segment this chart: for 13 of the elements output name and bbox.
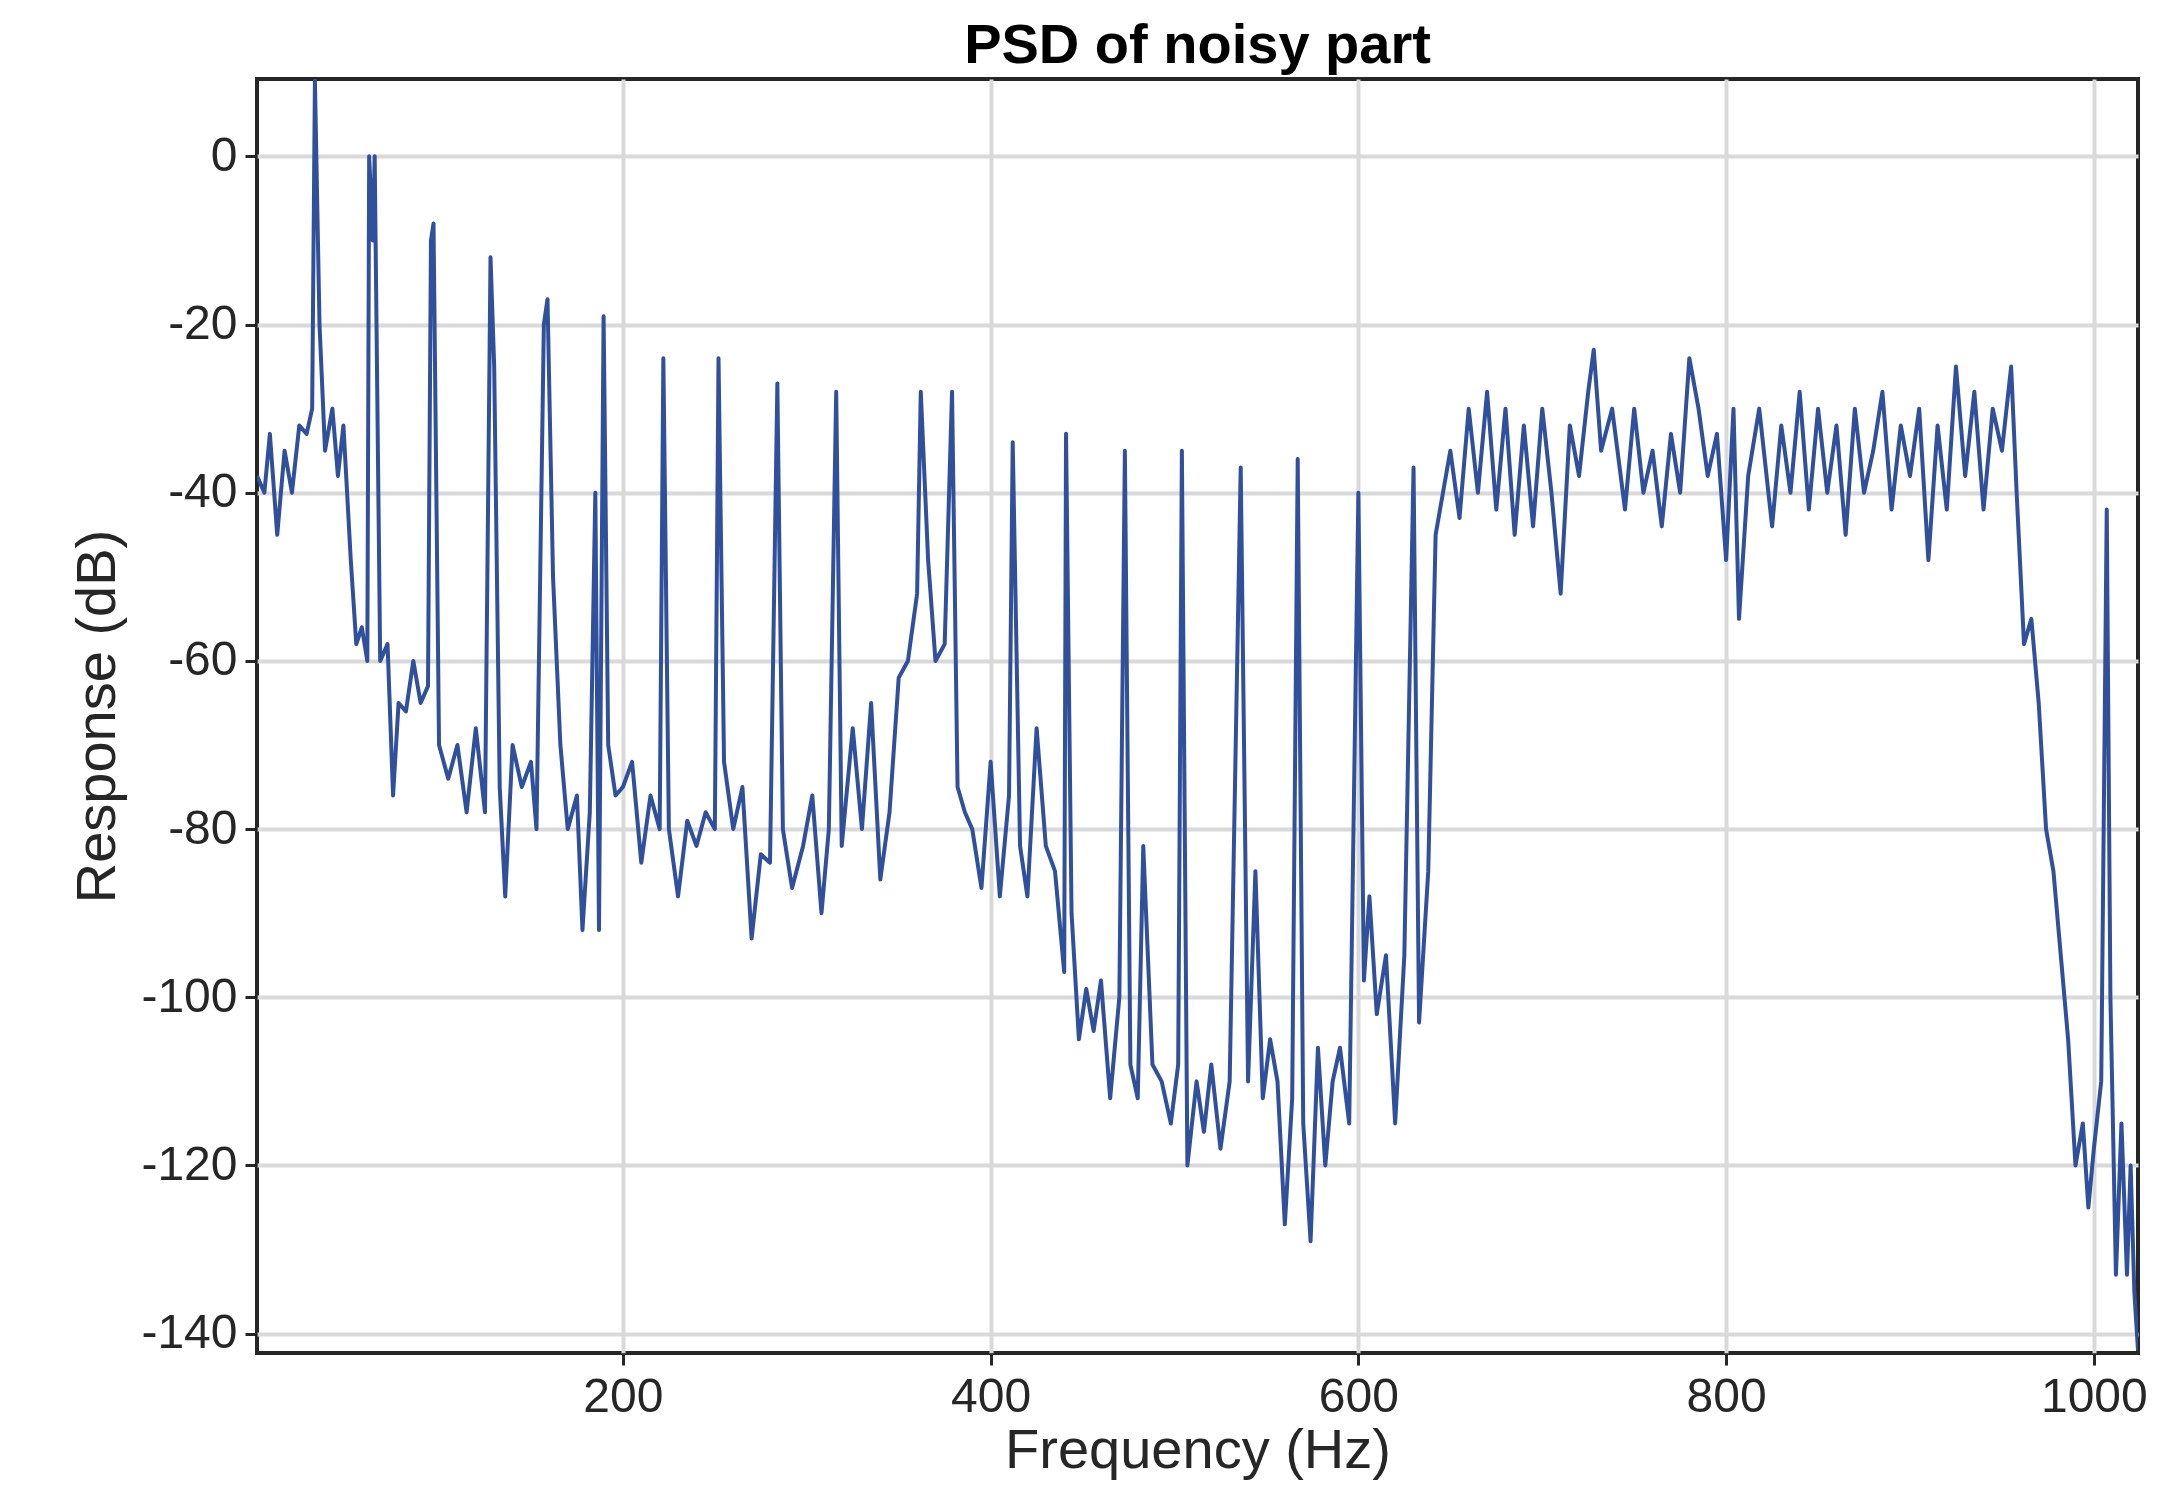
y-tick-label: -100 (141, 968, 238, 1022)
y-tick-label: -120 (141, 1136, 238, 1190)
y-tick-label: -80 (168, 800, 238, 854)
x-tick-label: 200 (583, 1368, 664, 1422)
y-axis-title: Response (dB) (64, 529, 128, 904)
y-tick-label: 0 (210, 127, 238, 181)
y-tick-label: -60 (168, 632, 238, 686)
y-tick-label: -40 (168, 464, 238, 518)
y-tick-label: -140 (141, 1305, 238, 1359)
chart-title: PSD of noisy part (964, 12, 1431, 75)
x-tick-label: 800 (1686, 1368, 1767, 1422)
x-tick-label: 1000 (2040, 1368, 2148, 1422)
y-tick-label: -20 (168, 296, 238, 350)
